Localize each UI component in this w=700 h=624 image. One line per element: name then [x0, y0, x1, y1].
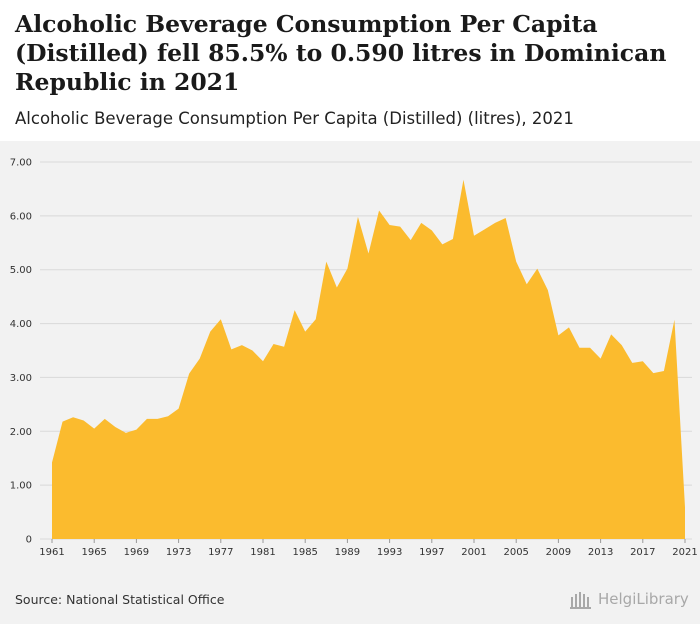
brand-logo[interactable]: HelgiLibrary [570, 589, 690, 611]
x-tick-label: 1993 [377, 547, 402, 558]
x-tick-label: 1981 [250, 547, 275, 558]
x-tick-label: 2001 [461, 547, 486, 558]
chart-subtitle: Alcoholic Beverage Consumption Per Capit… [15, 109, 574, 128]
x-tick-label: 1965 [81, 547, 106, 558]
y-tick-label: 2.00 [10, 427, 32, 438]
x-tick-label: 2017 [630, 547, 655, 558]
x-tick-label: 2009 [546, 547, 571, 558]
y-tick-label: 4.00 [10, 319, 32, 330]
y-axis-ticks: 0 1.00 2.00 3.00 4.00 5.00 6.00 7.00 [10, 158, 32, 546]
x-tick-label: 1969 [124, 547, 149, 558]
source-note: Source: National Statistical Office [15, 592, 225, 607]
brand-name: HelgiLibrary [598, 590, 689, 608]
area-chart: 01.002.003.004.005.006.007.00 1961 1965 19… [10, 158, 698, 559]
page-title: Alcoholic Beverage Consumption Per Capit… [15, 10, 667, 96]
x-tick-label: 2005 [503, 547, 528, 558]
x-tick-label: 2013 [588, 547, 613, 558]
library-icon [570, 592, 591, 609]
x-tick-label: 1989 [335, 547, 360, 558]
x-tick-label: 1997 [419, 547, 444, 558]
x-tick-label: 2021 [672, 547, 697, 558]
header: Alcoholic Beverage Consumption Per Capit… [0, 0, 700, 141]
x-axis-ticks: 1961 1965 1969 1973 1977 1981 1985 1989 1993 1997… [39, 539, 698, 558]
y-tick-label: 5.00 [10, 265, 32, 276]
y-tick-label: 3.00 [10, 373, 32, 384]
y-tick-label: 7.00 [10, 158, 32, 169]
y-tick-label: 0 [26, 535, 32, 546]
area-series [52, 179, 685, 539]
y-tick-label: 6.00 [10, 211, 32, 222]
x-tick-label: 1985 [292, 547, 317, 558]
y-tick-label: 1.00 [10, 481, 32, 492]
x-tick-label: 1973 [166, 547, 191, 558]
x-tick-label: 1977 [208, 547, 233, 558]
x-tick-label: 1961 [39, 547, 64, 558]
